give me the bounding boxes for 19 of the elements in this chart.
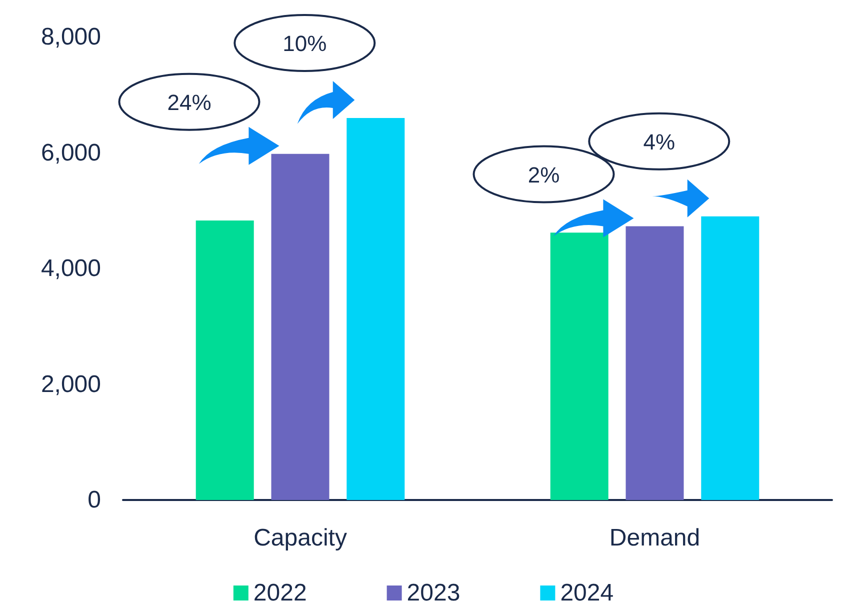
y-tick-label: 0: [88, 486, 101, 514]
legend-label: 2024: [560, 580, 614, 606]
x-tick-label: Capacity: [254, 524, 347, 552]
legend-label: 2022: [253, 580, 307, 606]
bar: [271, 154, 330, 500]
y-tick-label: 4,000: [40, 255, 101, 282]
legend-label: 2023: [406, 580, 460, 606]
annotation: 10%: [282, 31, 327, 56]
bar: [196, 220, 254, 500]
bar: [346, 118, 405, 500]
x-tick-label: Demand: [609, 524, 700, 552]
annotation: 4%: [643, 129, 676, 154]
bar: [626, 226, 684, 500]
y-tick-label: 2,000: [40, 370, 101, 398]
annotation: 2%: [528, 162, 560, 188]
y-tick-label: 8,000: [40, 24, 101, 50]
y-tick-label: 6,000: [40, 139, 101, 166]
annotation: 24%: [167, 90, 212, 115]
bar: [701, 216, 760, 500]
